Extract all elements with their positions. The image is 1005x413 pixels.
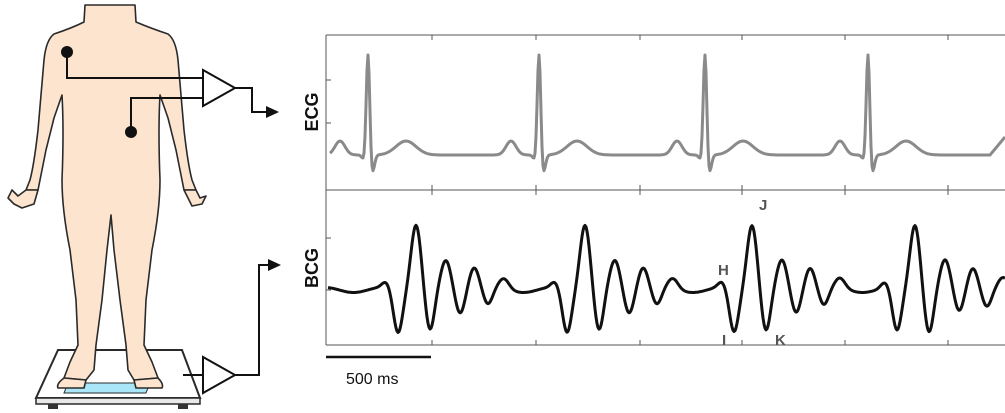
electrode-dot-icon	[61, 46, 73, 58]
wave-label-i: I	[722, 332, 726, 349]
ecg-trace	[328, 53, 1005, 173]
wave-label-j: J	[759, 197, 767, 214]
bcg-amplifier-icon	[202, 355, 238, 395]
human-body-icon	[7, 4, 207, 389]
bcg-trace	[327, 223, 1005, 334]
wave-label-k: K	[775, 332, 786, 349]
ecg-output-arrow-icon	[266, 106, 279, 118]
ecg-wiring	[66, 52, 266, 132]
ecg-amplifier-icon	[202, 68, 238, 108]
bcg-wiring	[183, 264, 268, 376]
electrode-dot-icon	[125, 126, 137, 138]
weighing-scale-icon	[34, 349, 202, 409]
wave-label-h: H	[718, 262, 729, 279]
bcg-axis-label: BCG	[302, 248, 322, 288]
scale-bar-label: 500 ms	[346, 371, 398, 388]
bcg-output-arrow-icon	[268, 259, 281, 271]
chart-axes	[325, 34, 1005, 346]
ecg-axis-label: ECG	[302, 92, 322, 131]
scale-display-pad	[63, 382, 151, 394]
